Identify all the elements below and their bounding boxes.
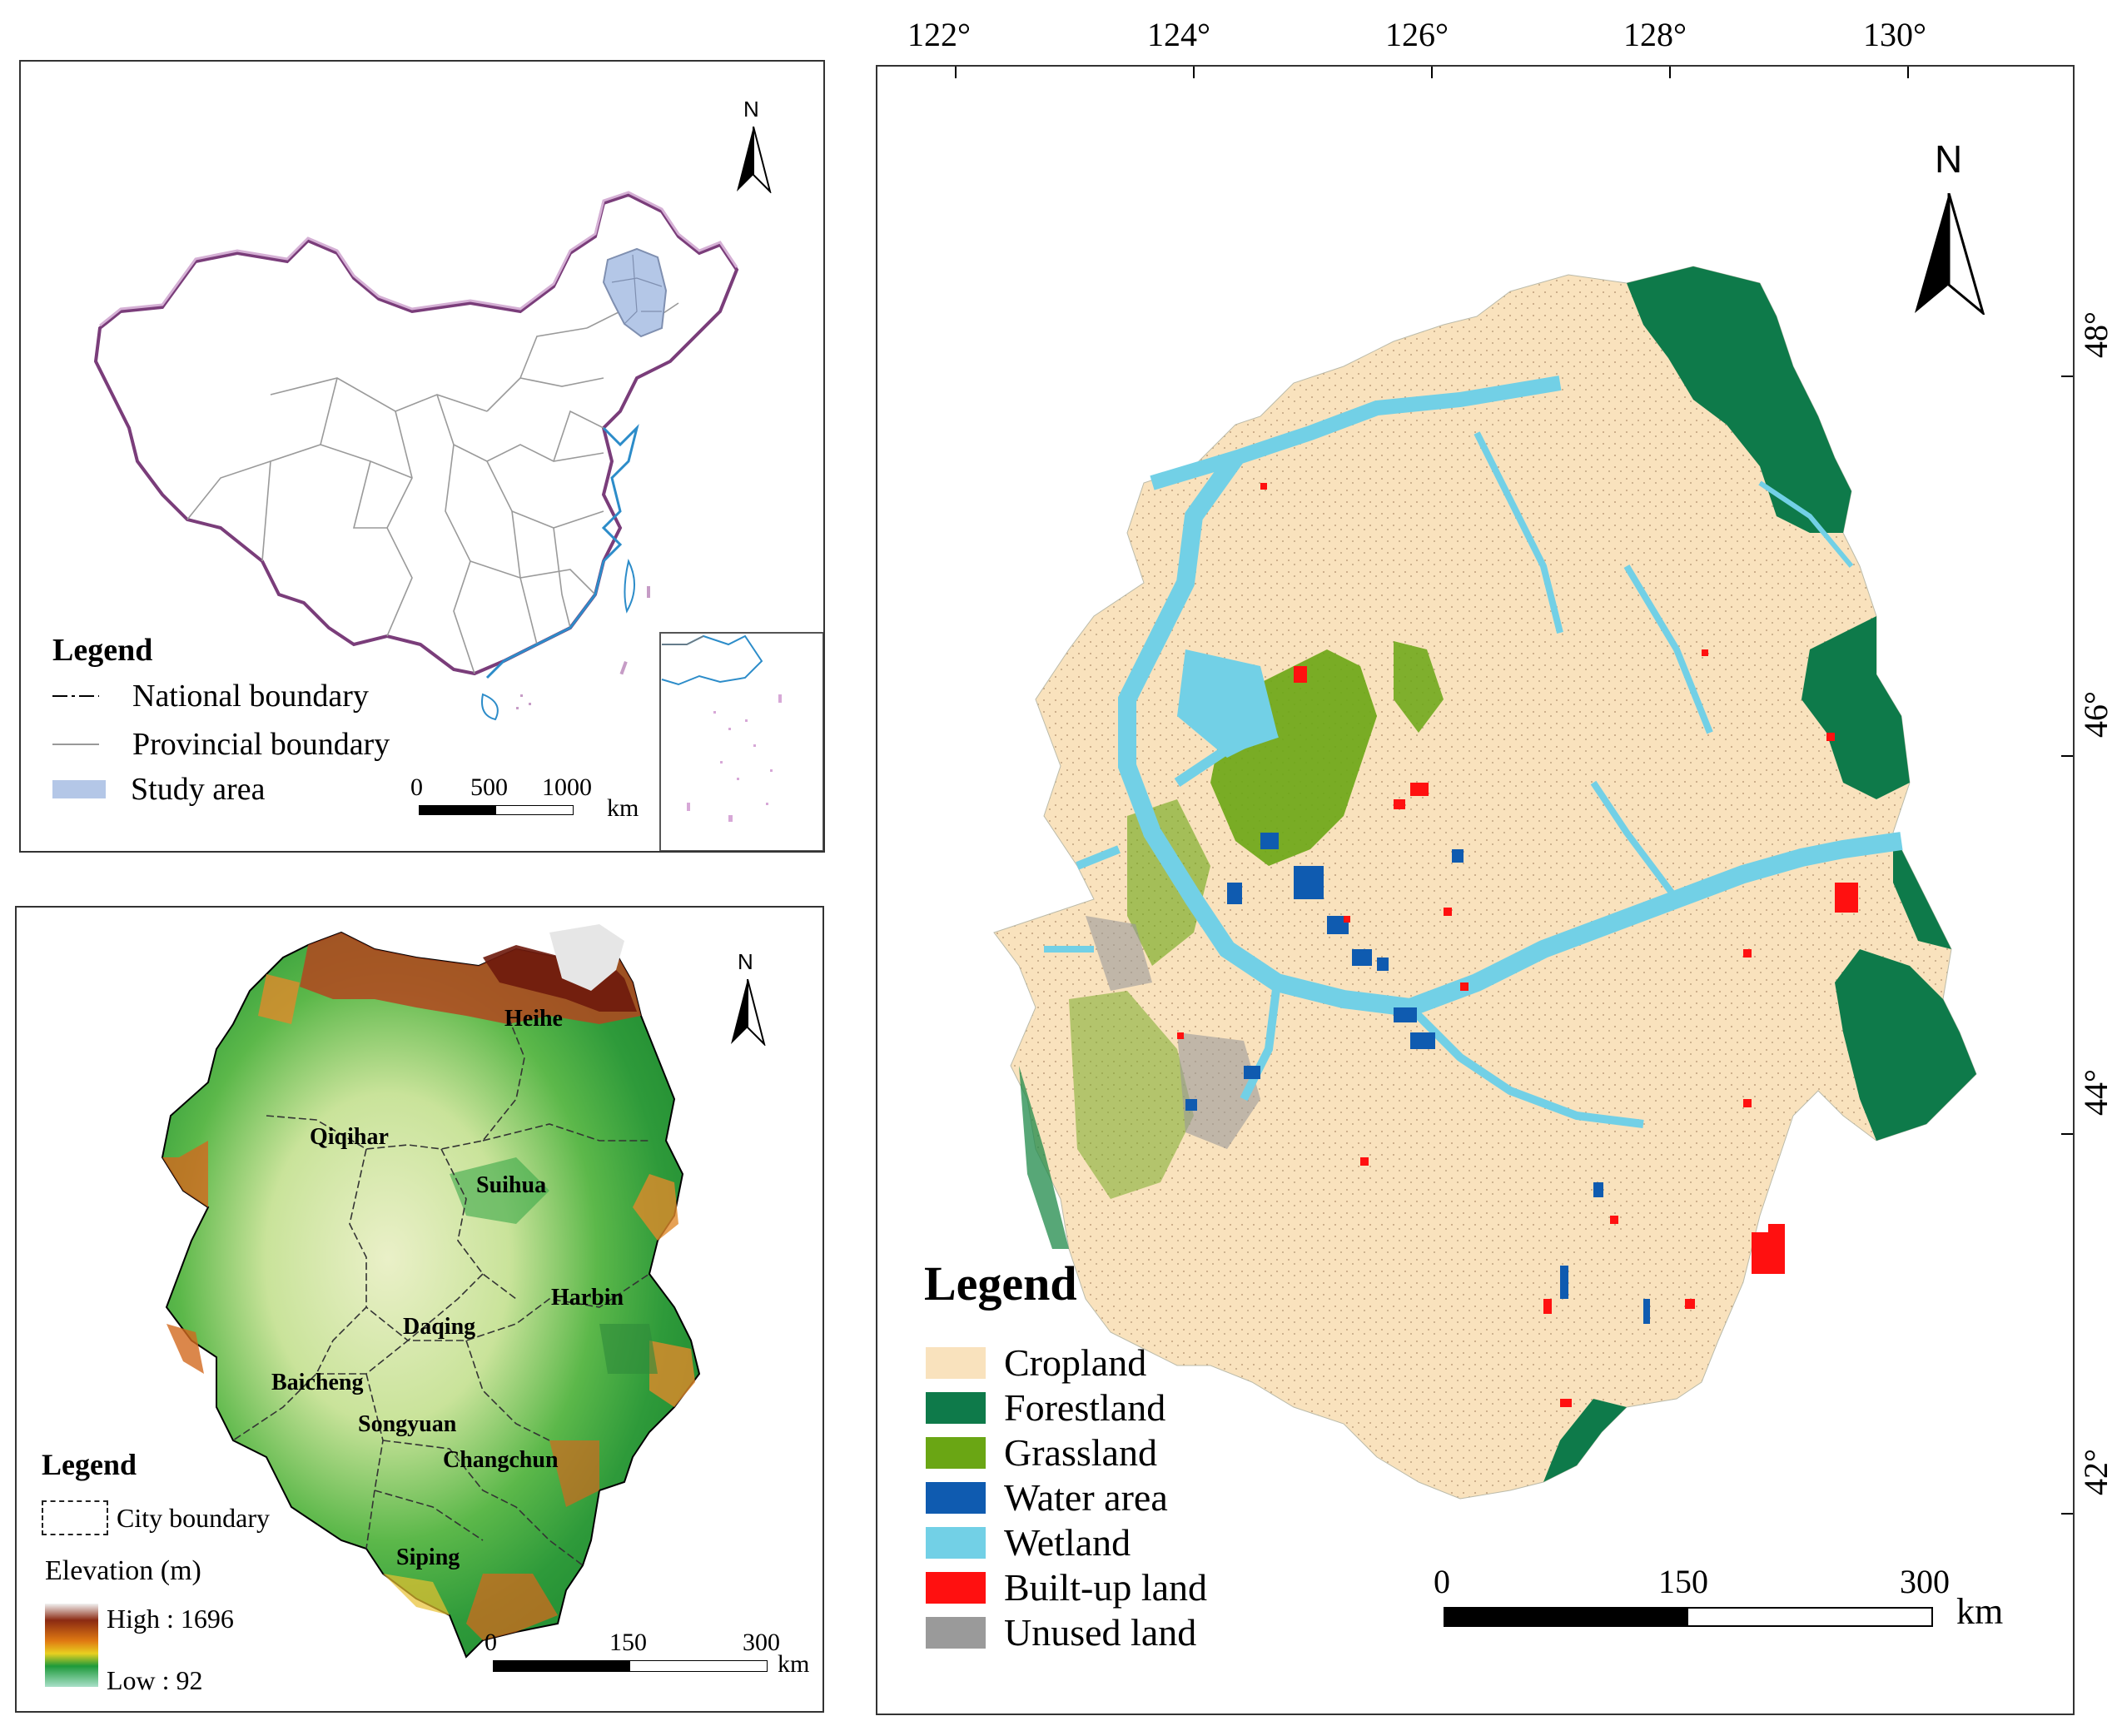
elevation-color-ramp <box>45 1604 98 1687</box>
wetland-rivers <box>1044 376 1903 1128</box>
provincial-boundary-symbol <box>52 744 99 745</box>
legend-item-provincial-boundary: Provincial boundary <box>52 726 390 763</box>
built-up-areas <box>1177 483 1858 1407</box>
study-area <box>602 247 668 338</box>
lat-label-46: 46° <box>2077 691 2115 738</box>
city-label-daqing: Daqing <box>403 1314 476 1340</box>
legend-item-grassland: Grassland <box>926 1430 1207 1475</box>
china-location-map <box>93 191 823 851</box>
legend-label: Provincial boundary <box>132 727 390 762</box>
legend-item-cropland: Cropland <box>926 1341 1207 1385</box>
lon-label-122: 122° <box>907 16 971 53</box>
city-label-heihe: Heihe <box>504 1006 563 1032</box>
city-boundary-symbol <box>42 1500 108 1535</box>
legend-label: Unused land <box>1004 1611 1197 1654</box>
lon-label-126: 126° <box>1385 16 1449 53</box>
north-arrow-icon <box>731 979 766 1046</box>
coastline <box>485 424 639 679</box>
scale-bar <box>493 1660 768 1672</box>
elevation-legend-title: Legend <box>42 1448 137 1481</box>
legend-swatch <box>926 1617 986 1649</box>
north-arrow-icon <box>1915 193 1985 315</box>
landuse-north-label: N <box>1935 137 1963 181</box>
scale-bar <box>419 805 574 815</box>
legend-label: City boundary <box>117 1502 270 1533</box>
elevation-map <box>161 924 701 1659</box>
landuse-legend-items: Cropland Forestland Grassland Water area… <box>926 1341 1207 1655</box>
study-area-swatch <box>52 780 106 798</box>
city-label-suihua: Suihua <box>476 1172 547 1198</box>
south-china-sea-inset <box>659 632 823 851</box>
lon-label-130: 130° <box>1863 16 1926 53</box>
legend-swatch <box>926 1392 986 1424</box>
legend-swatch <box>926 1347 986 1379</box>
legend-item-water-area: Water area <box>926 1475 1207 1520</box>
scale-tick-300: 300 <box>743 1629 780 1656</box>
scale-tick-150: 150 <box>1658 1563 1708 1600</box>
north-label: N <box>743 97 759 122</box>
lon-label-128: 128° <box>1623 16 1687 53</box>
legend-swatch <box>926 1527 986 1559</box>
elevation-title: Elevation (m) <box>45 1555 201 1586</box>
lat-label-44: 44° <box>2077 1069 2115 1116</box>
legend-label: Water area <box>1004 1476 1168 1519</box>
legend-item-city-boundary: City boundary <box>42 1500 270 1535</box>
legend-item-national-boundary: National boundary <box>52 678 369 714</box>
provincial-boundaries <box>186 302 679 674</box>
elevation-low-label: Low : 92 <box>107 1665 203 1695</box>
china-legend-title: Legend <box>52 633 153 668</box>
elevation-panel: N Heihe Qiqihar Suihua Harbin Daqing Bai… <box>15 906 824 1713</box>
legend-swatch <box>926 1482 986 1514</box>
legend-item-forestland: Forestland <box>926 1385 1207 1430</box>
city-label-harbin: Harbin <box>551 1285 624 1311</box>
scale-tick-500: 500 <box>470 773 508 801</box>
elev-north-label: N <box>738 949 753 974</box>
scale-unit: km <box>778 1650 810 1678</box>
city-label-baicheng: Baicheng <box>271 1370 364 1395</box>
legend-label: Study area <box>131 772 266 807</box>
legend-label: Cropland <box>1004 1341 1147 1384</box>
legend-item-built-up-land: Built-up land <box>926 1565 1207 1610</box>
legend-label: Wetland <box>1004 1521 1131 1564</box>
scale-tick-150: 150 <box>609 1629 647 1656</box>
scale-unit: km <box>1956 1591 2004 1632</box>
scale-bar <box>1444 1607 1933 1627</box>
legend-item-study-area: Study area <box>52 771 265 808</box>
china-national-boundary <box>93 192 739 676</box>
water-areas <box>1185 833 1650 1324</box>
landuse-panel: N Legend Cropland Forestland Grassland W… <box>876 65 2075 1715</box>
national-boundary-symbol <box>52 695 99 697</box>
city-label-changchun: Changchun <box>443 1447 559 1473</box>
scale-unit: km <box>607 794 639 822</box>
scale-tick-0: 0 <box>485 1629 497 1656</box>
lat-label-48: 48° <box>2077 311 2115 358</box>
legend-item-unused-land: Unused land <box>926 1610 1207 1655</box>
city-label-siping: Siping <box>396 1544 460 1570</box>
legend-swatch <box>926 1437 986 1469</box>
scale-tick-0: 0 <box>1434 1563 1450 1600</box>
landuse-map <box>955 67 2073 1515</box>
north-arrow-icon <box>737 127 772 193</box>
legend-label: National boundary <box>132 679 369 714</box>
legend-swatch <box>926 1572 986 1604</box>
city-boundaries <box>232 1015 650 1566</box>
elevation-high-label: High : 1696 <box>107 1604 234 1634</box>
landuse-legend-title: Legend <box>924 1256 1077 1311</box>
scale-tick-0: 0 <box>410 773 423 801</box>
legend-label: Built-up land <box>1004 1566 1208 1609</box>
scale-tick-1000: 1000 <box>542 773 592 801</box>
scale-tick-300: 300 <box>1900 1563 1950 1600</box>
city-label-qiqihar: Qiqihar <box>310 1124 389 1150</box>
lat-label-42: 42° <box>2077 1449 2115 1495</box>
legend-label: Grassland <box>1004 1431 1157 1474</box>
legend-item-wetland: Wetland <box>926 1520 1207 1565</box>
lon-label-124: 124° <box>1147 16 1210 53</box>
city-label-songyuan: Songyuan <box>358 1411 457 1437</box>
legend-label: Forestland <box>1004 1386 1166 1429</box>
china-location-panel: N Legend National boundary Provincial bo… <box>19 60 825 853</box>
